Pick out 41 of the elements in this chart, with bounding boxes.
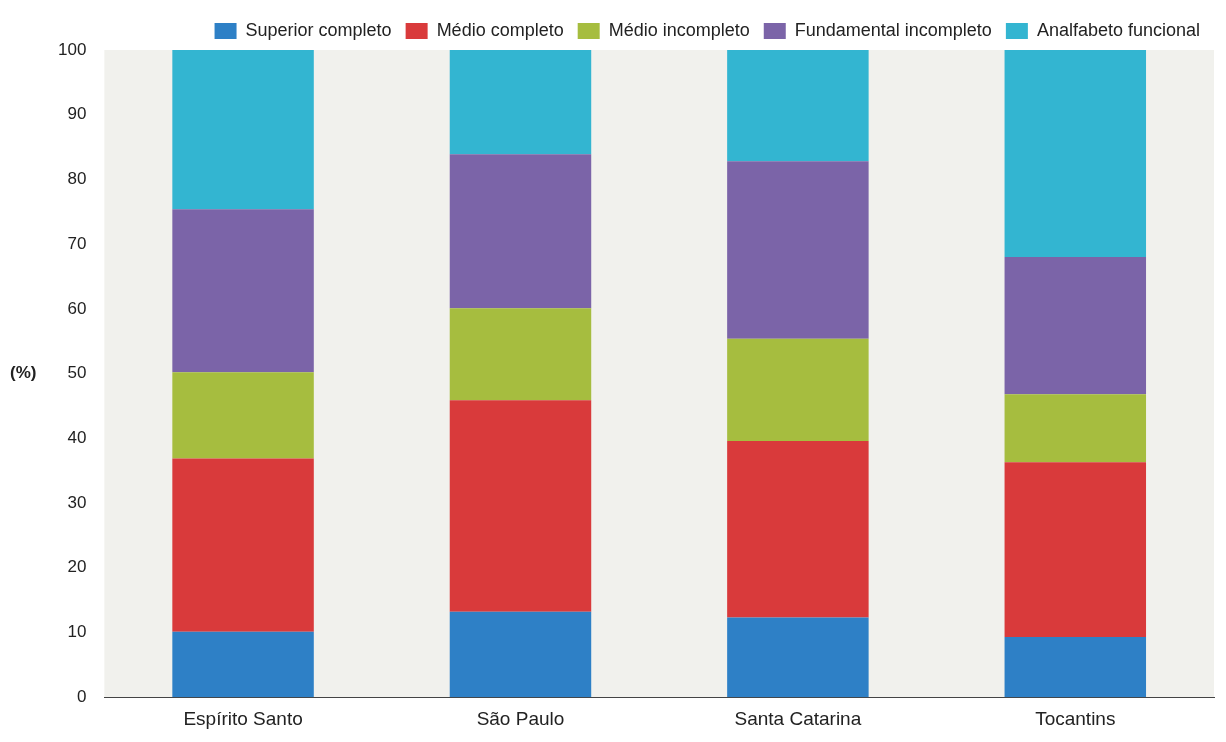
bar bbox=[1004, 462, 1147, 638]
legend-label: Superior completo bbox=[245, 19, 392, 40]
bar bbox=[1004, 394, 1147, 463]
bar bbox=[727, 617, 869, 698]
bar bbox=[449, 611, 592, 698]
x-tick-label: Tocantins bbox=[1035, 707, 1116, 729]
bar bbox=[172, 209, 314, 373]
y-tick-label: 10 bbox=[67, 622, 87, 642]
bar bbox=[172, 458, 314, 632]
bar bbox=[1004, 257, 1147, 395]
x-tick-label: Santa Catarina bbox=[734, 707, 862, 729]
bar bbox=[1004, 637, 1147, 698]
bar bbox=[449, 154, 592, 309]
y-tick-label: 60 bbox=[67, 298, 87, 318]
bar bbox=[727, 161, 869, 339]
legend-label: Analfabeto funcional bbox=[1036, 19, 1200, 40]
x-tick-label: São Paulo bbox=[476, 707, 565, 729]
y-tick-label: 70 bbox=[67, 233, 87, 253]
y-tick-label: 40 bbox=[67, 428, 87, 448]
legend-label: Médio incompleto bbox=[608, 19, 750, 40]
legend-label: Fundamental incompleto bbox=[794, 19, 992, 40]
bar bbox=[172, 372, 314, 459]
y-tick-label: 0 bbox=[76, 686, 87, 706]
y-tick-label: 50 bbox=[67, 363, 87, 383]
bar bbox=[172, 50, 314, 210]
bar bbox=[1004, 50, 1147, 258]
y-tick-label: 30 bbox=[67, 492, 87, 512]
x-tick-label: Espírito Santo bbox=[183, 707, 303, 729]
bar bbox=[449, 400, 592, 612]
bar bbox=[172, 631, 314, 698]
y-axis-title: (%) bbox=[10, 363, 37, 383]
bar bbox=[449, 308, 592, 401]
y-tick-label: 20 bbox=[67, 557, 87, 577]
y-tick-label: 80 bbox=[67, 169, 87, 189]
bar bbox=[727, 50, 869, 162]
y-tick-label: 90 bbox=[67, 104, 87, 124]
bar bbox=[727, 440, 869, 618]
legend-label: Médio completo bbox=[436, 19, 564, 40]
bar bbox=[727, 338, 869, 441]
bar bbox=[449, 50, 592, 155]
y-tick-label: 100 bbox=[57, 39, 87, 59]
